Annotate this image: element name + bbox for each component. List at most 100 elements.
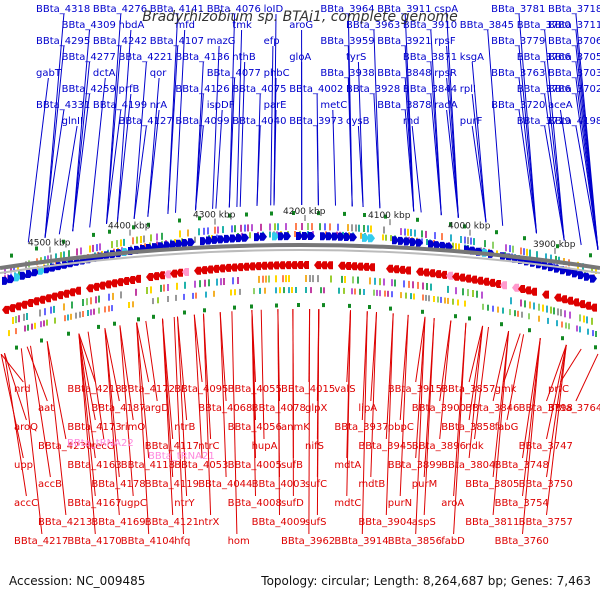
feature-band-mark	[144, 243, 146, 250]
forward-gene-label: BBta_4277	[62, 52, 116, 63]
feature-band-mark	[161, 232, 163, 240]
feature-band-mark	[213, 290, 215, 297]
feature-band-mark	[269, 223, 271, 231]
misc-feature-mark	[40, 338, 43, 343]
reverse-gene-arrow	[8, 304, 15, 313]
forward-gene-label: BBta_4221	[119, 52, 173, 63]
forward-gene-label: gloA	[289, 52, 311, 63]
topology-value: circular	[321, 574, 366, 588]
feature-band-mark	[472, 290, 474, 297]
misc-feature-mark	[500, 322, 503, 327]
forward-gene-label: BBta_3871	[403, 52, 457, 63]
forward-gene-label: BBta_4099	[175, 116, 229, 127]
feature-band-mark	[98, 307, 100, 314]
forward-gene-arrow	[590, 274, 597, 283]
reverse-gene-label: accC	[14, 498, 38, 509]
feature-band-mark	[529, 301, 531, 309]
forward-gene-arrow	[272, 232, 279, 241]
reverse-gene-connector	[399, 314, 409, 497]
misc-feature-mark	[245, 212, 248, 217]
feature-band-mark	[370, 225, 372, 233]
forward-gene-arrow	[14, 273, 21, 282]
forward-gene-label: BBta_3705	[548, 52, 600, 63]
reverse-gene-arrow	[56, 291, 63, 300]
forward-gene-label: BBta_3766	[517, 52, 571, 63]
forward-gene-connector	[316, 125, 319, 206]
feature-band-mark	[288, 287, 290, 294]
feature-band-mark	[183, 293, 185, 300]
feature-band-mark	[414, 229, 416, 237]
reverse-gene-arrow	[500, 281, 507, 290]
forward-gene-label: BBta_3779	[491, 36, 545, 47]
forward-gene-arrow	[188, 238, 195, 247]
feature-band-mark	[309, 275, 311, 282]
misc-feature-mark	[92, 232, 95, 237]
forward-gene-connector	[430, 93, 442, 216]
reverse-gene-arrow	[86, 284, 93, 293]
reverse-gene-connector	[162, 318, 174, 516]
feature-band-mark	[285, 275, 287, 283]
forward-gene-arrow	[182, 239, 189, 247]
feature-band-mark	[505, 244, 507, 252]
reverse-gene-label: BBta_3945	[358, 441, 412, 452]
forward-gene-label: BBta_3711	[548, 20, 600, 31]
forward-gene-arrow	[38, 266, 45, 275]
feature-band-mark	[520, 247, 522, 255]
feature-band-mark	[514, 310, 516, 317]
reverse-gene-connector	[4, 353, 27, 497]
feature-band-mark	[351, 224, 353, 232]
reverse-gene-arrow	[50, 292, 57, 301]
reverse-gene-connector	[104, 328, 120, 516]
feature-band-mark	[422, 294, 424, 301]
forward-gene-label: BBta_4002	[289, 84, 343, 95]
reverse-gene-arrow	[470, 275, 477, 284]
reverse-gene-arrow	[230, 263, 237, 272]
forward-gene-label: loID	[264, 4, 284, 15]
reverse-gene-connector	[20, 348, 43, 535]
feature-band-mark	[341, 275, 343, 283]
feature-band-mark	[4, 267, 6, 275]
reverse-gene-arrow	[446, 271, 453, 280]
feature-band-mark	[536, 251, 538, 259]
reverse-gene-connector	[292, 308, 294, 497]
feature-band-mark	[275, 275, 277, 283]
feature-band-mark	[404, 228, 406, 236]
reverse-gene-arrow	[464, 274, 471, 283]
forward-gene-arrow	[212, 235, 219, 244]
reverse-gene-arrow	[14, 302, 21, 311]
feature-band-mark	[67, 314, 69, 321]
reverse-gene-connector	[260, 309, 265, 440]
feature-band-mark	[259, 287, 261, 294]
reverse-gene-arrow	[212, 264, 219, 273]
feature-band-mark	[517, 310, 519, 317]
reverse-gene-arrow	[428, 269, 435, 278]
reverse-gene-label: BBta_3937	[334, 422, 388, 433]
feature-band-mark	[383, 226, 385, 234]
feature-band-mark	[71, 301, 73, 309]
reverse-gene-label: BBta_4163	[67, 460, 121, 471]
feature-band-mark	[262, 275, 264, 283]
forward-gene-connector	[147, 109, 160, 217]
forward-gene-label: aroG	[289, 20, 313, 31]
feature-band-mark	[311, 223, 313, 231]
feature-band-mark	[274, 223, 276, 231]
feature-band-mark	[184, 281, 186, 289]
misc-feature-mark	[421, 309, 424, 314]
feature-band-mark	[520, 299, 522, 307]
feature-band-mark	[87, 310, 89, 316]
feature-band-mark	[447, 285, 449, 293]
forward-gene-label: BBta_4198	[548, 116, 600, 127]
reverse-gene-connector	[468, 325, 484, 421]
feature-band-mark	[324, 223, 326, 231]
forward-gene-arrow	[284, 232, 291, 241]
forward-gene-label: BBta_3963	[346, 20, 400, 31]
feature-band-mark	[379, 278, 381, 286]
forward-gene-label: dctA	[93, 68, 116, 79]
feature-band-mark	[305, 287, 307, 293]
reverse-gene-arrow	[572, 298, 579, 307]
forward-gene-label: aceA	[548, 100, 573, 111]
misc-feature-mark	[463, 224, 466, 229]
forward-gene-connector	[411, 125, 422, 213]
reverse-gene-arrow	[248, 262, 255, 271]
reverse-gene-arrow	[266, 261, 273, 270]
